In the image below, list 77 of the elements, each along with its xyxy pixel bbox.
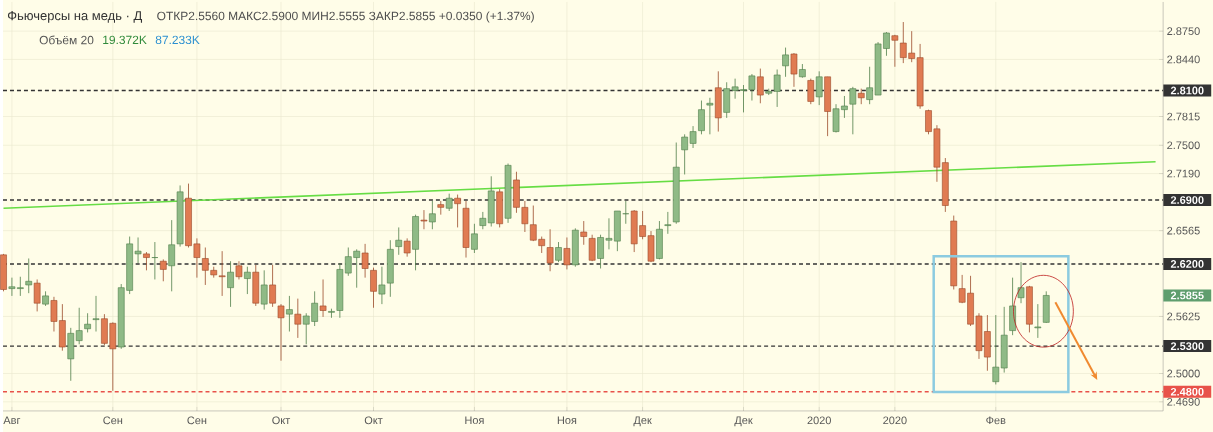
candlestick bbox=[92, 295, 100, 332]
candlestick bbox=[75, 307, 83, 345]
candlestick bbox=[244, 266, 251, 295]
x-tick-label: Авг bbox=[3, 416, 21, 425]
candlestick bbox=[286, 295, 293, 332]
candlestick bbox=[588, 234, 596, 262]
candlestick bbox=[790, 52, 798, 88]
y-tick-label: 2.8750 bbox=[1167, 27, 1200, 36]
candlestick bbox=[33, 279, 41, 312]
candlestick bbox=[227, 260, 234, 308]
x-tick-label: Сен bbox=[187, 416, 207, 425]
candlestick bbox=[420, 209, 428, 230]
x-tick-label: 2020 bbox=[807, 416, 831, 425]
y-tick-label: 2.5625 bbox=[1167, 312, 1200, 321]
x-tick-label: Ноя bbox=[557, 416, 577, 425]
candlestick bbox=[277, 303, 285, 362]
x-tick-label: 2020 bbox=[883, 416, 907, 425]
ref-line-label: 2.6200 bbox=[1170, 260, 1204, 268]
candlestick bbox=[378, 266, 386, 305]
candlestick bbox=[546, 228, 554, 272]
candlestick bbox=[454, 194, 461, 228]
x-tick-label: Дек bbox=[633, 416, 652, 427]
y-tick-label: 2.7500 bbox=[1167, 141, 1200, 150]
candlestick bbox=[328, 308, 335, 319]
candlestick bbox=[159, 259, 167, 282]
candlestick bbox=[555, 241, 562, 263]
candlestick bbox=[437, 200, 445, 216]
candlestick bbox=[269, 264, 276, 308]
candlestick bbox=[757, 68, 764, 104]
candlestick bbox=[319, 279, 327, 318]
y-tick-label: 2.7190 bbox=[1167, 169, 1200, 178]
candlestick bbox=[84, 312, 91, 333]
ref-line-label: 2.4800 bbox=[1170, 387, 1204, 396]
y-tick-label: 2.6565 bbox=[1167, 226, 1200, 235]
candlestick bbox=[782, 47, 789, 78]
candlestick bbox=[361, 243, 369, 279]
candlestick bbox=[580, 220, 588, 246]
candlestick bbox=[25, 258, 33, 294]
text: ОТКР2.5560 МАКС2.5900 МИН2.5555 ЗАКР2.5855 +0.0350 (+1.37%) bbox=[157, 11, 534, 23]
x-tick-label: Ноя bbox=[465, 416, 484, 425]
ref-line-label: 2.5300 bbox=[1170, 342, 1204, 351]
candlestick bbox=[1017, 261, 1025, 304]
candlestick bbox=[403, 238, 411, 258]
candlestick bbox=[143, 251, 150, 271]
text: 2.5855 bbox=[1170, 291, 1204, 300]
annotation: 19.372K bbox=[103, 35, 147, 45]
candlestick bbox=[370, 267, 377, 309]
ref-line-label: 2.8100 bbox=[1170, 86, 1204, 95]
x-tick-label: Окт bbox=[364, 416, 383, 425]
candlestick bbox=[563, 237, 571, 270]
candlestick bbox=[992, 314, 1000, 385]
candlestick bbox=[471, 223, 478, 254]
candlestick bbox=[235, 260, 243, 280]
y-tick-label: 2.5000 bbox=[1167, 369, 1200, 378]
x-tick-label: Дек bbox=[734, 416, 753, 427]
candlestick bbox=[1034, 303, 1042, 339]
candlestick bbox=[698, 100, 705, 135]
y-tick-label: 2.7815 bbox=[1167, 112, 1200, 121]
x-tick-label: Фев bbox=[986, 416, 1006, 425]
x-tick-label: Сен bbox=[103, 416, 123, 425]
annotation: 87.233K bbox=[155, 35, 200, 45]
y-tick-label: 2.8440 bbox=[1167, 55, 1200, 64]
candlestick bbox=[294, 298, 302, 339]
candlestick bbox=[807, 78, 815, 105]
annotation: Объём 20 bbox=[39, 35, 94, 45]
candlestick bbox=[706, 97, 714, 135]
candlestick bbox=[815, 70, 823, 106]
candlestick bbox=[395, 227, 403, 256]
text: Фьючерсы на медь · Д bbox=[7, 11, 143, 23]
y-tick-label: 2.4690 bbox=[1167, 397, 1200, 406]
candlestick bbox=[260, 269, 268, 311]
candlestick bbox=[429, 200, 436, 230]
candlestick bbox=[891, 34, 899, 68]
x-tick-label: Окт bbox=[272, 416, 291, 425]
candlestick bbox=[849, 86, 857, 135]
ref-line-label: 2.6900 bbox=[1170, 196, 1204, 204]
candlestick bbox=[664, 211, 672, 235]
